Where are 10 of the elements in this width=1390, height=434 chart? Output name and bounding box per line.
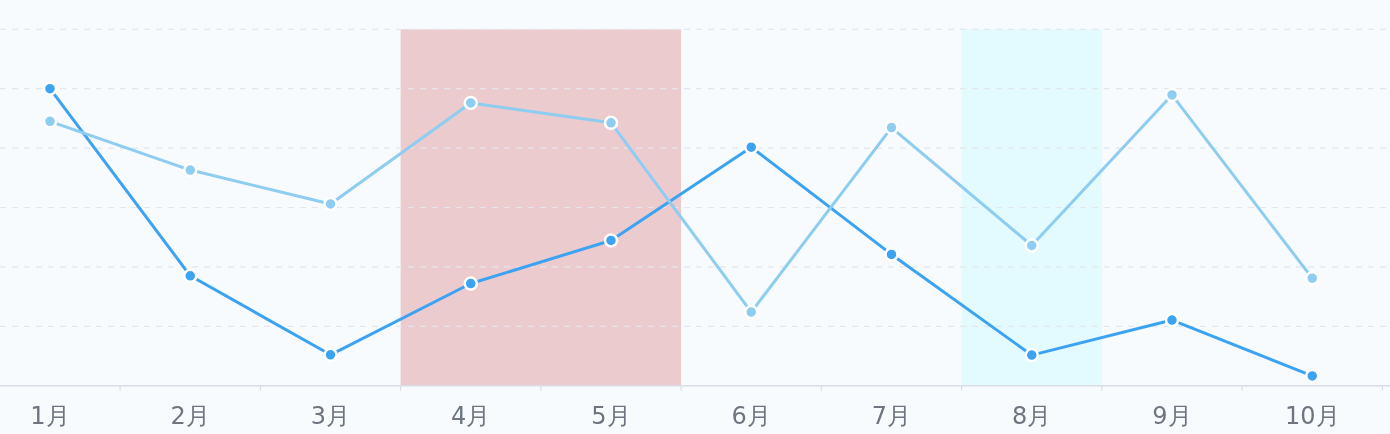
x-tick-label: 3月 bbox=[310, 402, 351, 430]
x-tick-label: 8月 bbox=[1012, 402, 1052, 430]
x-tick-label: 9月 bbox=[1152, 402, 1192, 430]
x-tick-label: 5月 bbox=[591, 402, 631, 430]
x-tick-label: 1月 bbox=[30, 402, 70, 430]
x-tick-label: 7月 bbox=[871, 402, 912, 430]
x-tick-label: 10月 bbox=[1284, 402, 1340, 430]
x-tick-label: 4月 bbox=[451, 402, 491, 430]
x-tick-label: 2月 bbox=[170, 402, 210, 430]
x-tick-label: 6月 bbox=[731, 402, 771, 430]
